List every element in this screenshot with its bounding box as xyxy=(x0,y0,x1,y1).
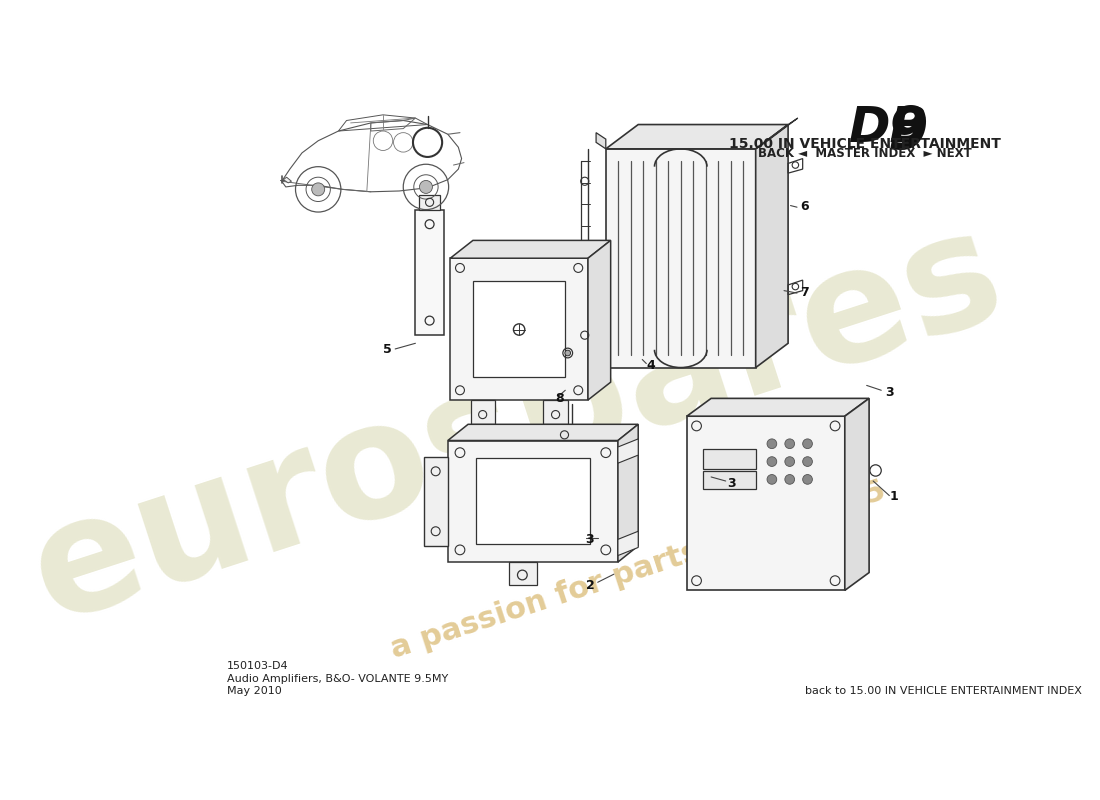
Polygon shape xyxy=(703,449,756,469)
Polygon shape xyxy=(543,400,568,424)
Polygon shape xyxy=(756,118,798,149)
Circle shape xyxy=(784,439,794,449)
Text: 2: 2 xyxy=(585,578,594,592)
Polygon shape xyxy=(508,562,537,585)
Polygon shape xyxy=(686,416,845,590)
Polygon shape xyxy=(450,240,610,258)
Circle shape xyxy=(419,181,432,194)
Text: 3: 3 xyxy=(585,534,594,546)
Text: May 2010: May 2010 xyxy=(227,686,282,696)
Circle shape xyxy=(803,439,813,449)
Text: 7: 7 xyxy=(800,286,808,299)
Text: 3: 3 xyxy=(727,478,736,490)
Polygon shape xyxy=(618,424,638,562)
Polygon shape xyxy=(606,125,788,149)
Polygon shape xyxy=(471,400,495,424)
Circle shape xyxy=(784,457,794,466)
Text: 8: 8 xyxy=(556,392,564,405)
Polygon shape xyxy=(424,457,448,546)
Polygon shape xyxy=(416,210,443,335)
Polygon shape xyxy=(588,240,610,400)
Polygon shape xyxy=(448,424,638,441)
Polygon shape xyxy=(448,441,618,562)
Polygon shape xyxy=(419,195,440,210)
Circle shape xyxy=(803,474,813,484)
Text: 1: 1 xyxy=(890,490,898,502)
Polygon shape xyxy=(606,149,756,367)
Text: DB: DB xyxy=(849,104,928,152)
Text: Audio Amplifiers, B&O- VOLANTE 9.5MY: Audio Amplifiers, B&O- VOLANTE 9.5MY xyxy=(227,674,448,683)
Circle shape xyxy=(767,457,777,466)
Text: 150103-D4: 150103-D4 xyxy=(227,662,288,671)
Text: 5: 5 xyxy=(383,343,392,356)
Polygon shape xyxy=(703,471,756,489)
Text: 6: 6 xyxy=(800,200,808,213)
Circle shape xyxy=(784,474,794,484)
Polygon shape xyxy=(473,281,565,378)
Polygon shape xyxy=(845,398,869,590)
Text: 4: 4 xyxy=(647,359,656,372)
Circle shape xyxy=(767,439,777,449)
Text: a passion for parts since 1985: a passion for parts since 1985 xyxy=(387,476,890,664)
Circle shape xyxy=(803,457,813,466)
Circle shape xyxy=(767,474,777,484)
Polygon shape xyxy=(476,458,590,544)
Circle shape xyxy=(565,350,571,356)
Polygon shape xyxy=(686,398,869,416)
Text: back to 15.00 IN VEHICLE ENTERTAINMENT INDEX: back to 15.00 IN VEHICLE ENTERTAINMENT I… xyxy=(805,686,1082,696)
Text: 3: 3 xyxy=(886,386,894,399)
Polygon shape xyxy=(450,258,588,400)
Polygon shape xyxy=(618,439,638,463)
Polygon shape xyxy=(596,133,606,149)
Text: BACK ◄  MASTER INDEX  ► NEXT: BACK ◄ MASTER INDEX ► NEXT xyxy=(758,147,972,160)
Text: 15.00 IN VEHICLE ENTERTAINMENT: 15.00 IN VEHICLE ENTERTAINMENT xyxy=(729,137,1001,150)
Circle shape xyxy=(311,183,324,196)
Text: eurospares: eurospares xyxy=(12,194,1021,654)
Polygon shape xyxy=(756,125,788,367)
Polygon shape xyxy=(284,178,292,183)
Text: 9: 9 xyxy=(888,104,928,162)
Polygon shape xyxy=(618,531,638,555)
